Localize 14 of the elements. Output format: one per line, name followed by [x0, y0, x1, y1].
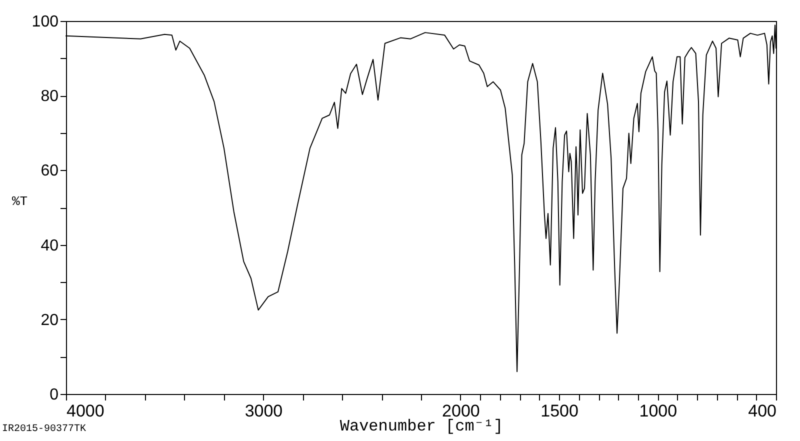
- y-tick-label: 100: [32, 14, 59, 30]
- x-tick-label: 1500: [540, 402, 578, 420]
- y-tick-label: 20: [40, 312, 59, 329]
- y-tick-label: 80: [40, 88, 59, 106]
- x-tick-label: 1000: [639, 402, 678, 420]
- text: IR2015-90377TK: [2, 424, 86, 435]
- x-tick-label: 4000: [66, 402, 104, 420]
- y-tick-label: 40: [40, 237, 59, 254]
- x-tick-label: 3000: [244, 402, 283, 420]
- x-axis-title: Wavenumber [cm⁻¹]: [340, 418, 504, 436]
- x-tick-label: 400: [748, 402, 776, 420]
- y-tick-label: 60: [40, 162, 59, 180]
- y-tick-label: 0: [50, 386, 59, 404]
- y-axis-title: %T: [12, 194, 28, 209]
